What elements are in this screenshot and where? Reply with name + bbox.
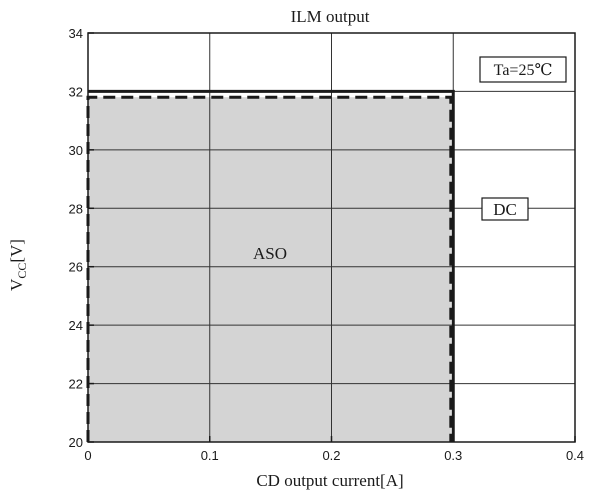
y-tick-label: 28 [69, 201, 83, 216]
y-tick-label: 22 [69, 377, 83, 392]
x-tick-label: 0.3 [444, 448, 462, 463]
aso-region-fill [88, 97, 451, 443]
dc-label-box [481, 197, 529, 221]
y-tick-label: 26 [69, 260, 83, 275]
y-tick-label: 20 [69, 435, 83, 450]
chart-title: ILM output [291, 7, 370, 26]
y-tick-label: 34 [69, 26, 83, 41]
dc-boundary-line [88, 89, 455, 442]
dc-label: DC [493, 200, 517, 219]
x-tick-label: 0.4 [566, 448, 584, 463]
y-tick-label: 32 [69, 84, 83, 99]
aso-label: ASO [253, 244, 287, 263]
svg-text:VCC[V]: VCC[V] [7, 239, 29, 291]
y-tick-label: 24 [69, 318, 83, 333]
x-axis-label: CD output current[A] [256, 471, 403, 490]
x-tick-label: 0.1 [201, 448, 219, 463]
y-axis-label: VCC[V] [7, 239, 29, 291]
y-tick-label: 30 [69, 143, 83, 158]
y-axis-label-unit: [V] [7, 239, 26, 263]
x-tick-label: 0.2 [322, 448, 340, 463]
y-axis-label-main: V [7, 278, 26, 291]
ta-label: Ta=25℃ [494, 62, 553, 79]
ta-label-box [479, 56, 567, 83]
y-axis-label-subscript: CC [15, 263, 29, 279]
x-tick-label: 0 [84, 448, 91, 463]
aso-boundary-line [86, 95, 453, 442]
